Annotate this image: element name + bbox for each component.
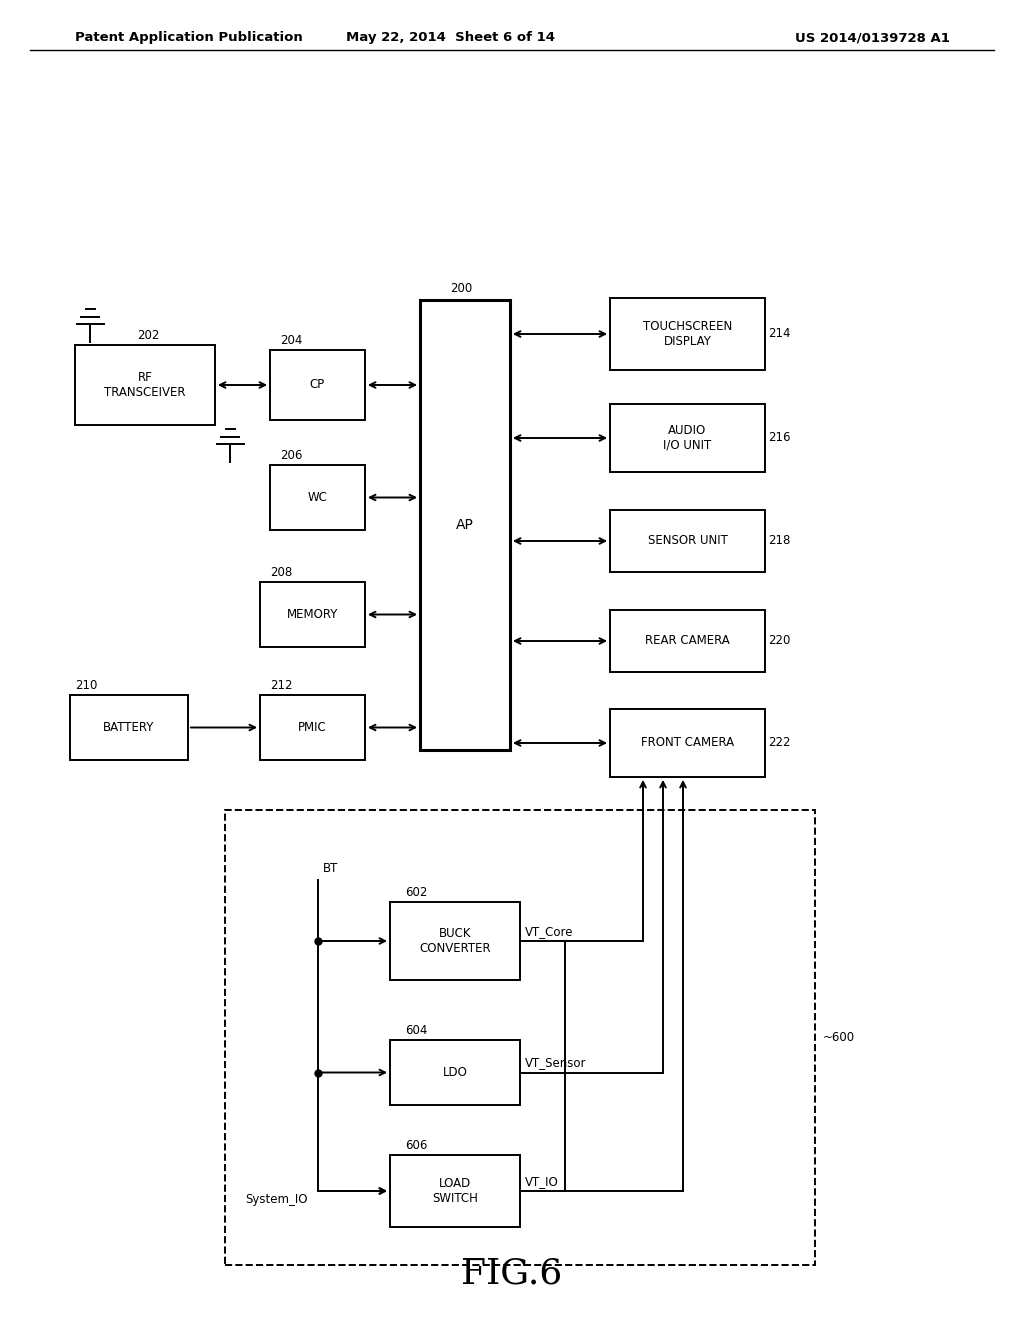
Text: 204: 204 xyxy=(280,334,302,347)
Text: 222: 222 xyxy=(768,737,791,748)
Bar xyxy=(610,709,765,777)
Text: 212: 212 xyxy=(270,678,293,692)
Text: System_IO: System_IO xyxy=(245,1192,307,1205)
Bar xyxy=(260,696,365,760)
Text: LDO: LDO xyxy=(442,1067,467,1078)
Text: 200: 200 xyxy=(450,282,472,294)
Text: 210: 210 xyxy=(75,678,97,692)
Text: 604: 604 xyxy=(406,1024,427,1038)
Bar xyxy=(70,696,188,760)
Text: 602: 602 xyxy=(406,886,427,899)
Text: WC: WC xyxy=(307,491,328,504)
Bar xyxy=(390,1155,520,1228)
Text: SENSOR UNIT: SENSOR UNIT xyxy=(647,535,727,548)
Text: ~600: ~600 xyxy=(823,1031,855,1044)
Text: US 2014/0139728 A1: US 2014/0139728 A1 xyxy=(795,32,950,45)
Bar xyxy=(390,902,520,979)
Text: May 22, 2014  Sheet 6 of 14: May 22, 2014 Sheet 6 of 14 xyxy=(345,32,555,45)
Text: LOAD
SWITCH: LOAD SWITCH xyxy=(432,1177,478,1205)
Text: BATTERY: BATTERY xyxy=(103,721,155,734)
Text: CP: CP xyxy=(310,379,326,392)
Text: 206: 206 xyxy=(280,449,302,462)
Text: 208: 208 xyxy=(270,566,292,579)
Text: AP: AP xyxy=(456,517,474,532)
Bar xyxy=(610,510,765,572)
Text: MEMORY: MEMORY xyxy=(287,609,338,620)
Bar xyxy=(420,300,510,750)
Text: 214: 214 xyxy=(768,327,791,341)
Bar xyxy=(270,350,365,420)
Text: VT_IO: VT_IO xyxy=(525,1175,559,1188)
Bar xyxy=(610,298,765,370)
Bar xyxy=(225,810,815,1265)
Text: 220: 220 xyxy=(768,634,791,647)
Bar xyxy=(270,465,365,531)
Text: AUDIO
I/O UNIT: AUDIO I/O UNIT xyxy=(664,424,712,451)
Bar xyxy=(610,404,765,473)
Text: FRONT CAMERA: FRONT CAMERA xyxy=(641,737,734,750)
Text: 606: 606 xyxy=(406,1139,427,1152)
Text: BT: BT xyxy=(323,862,338,875)
Text: VT_Sensor: VT_Sensor xyxy=(525,1056,587,1069)
Bar xyxy=(610,610,765,672)
Bar xyxy=(75,345,215,425)
Text: REAR CAMERA: REAR CAMERA xyxy=(645,635,730,648)
Text: Patent Application Publication: Patent Application Publication xyxy=(75,32,303,45)
Text: 216: 216 xyxy=(768,432,791,444)
Text: 218: 218 xyxy=(768,535,791,546)
Bar xyxy=(390,1040,520,1105)
Text: RF
TRANSCEIVER: RF TRANSCEIVER xyxy=(104,371,185,399)
Text: PMIC: PMIC xyxy=(298,721,327,734)
Bar xyxy=(260,582,365,647)
Text: 202: 202 xyxy=(137,329,160,342)
Text: TOUCHSCREEN
DISPLAY: TOUCHSCREEN DISPLAY xyxy=(643,319,732,348)
Text: FIG.6: FIG.6 xyxy=(462,1257,562,1290)
Text: BUCK
CONVERTER: BUCK CONVERTER xyxy=(419,927,490,954)
Text: VT_Core: VT_Core xyxy=(525,925,573,939)
